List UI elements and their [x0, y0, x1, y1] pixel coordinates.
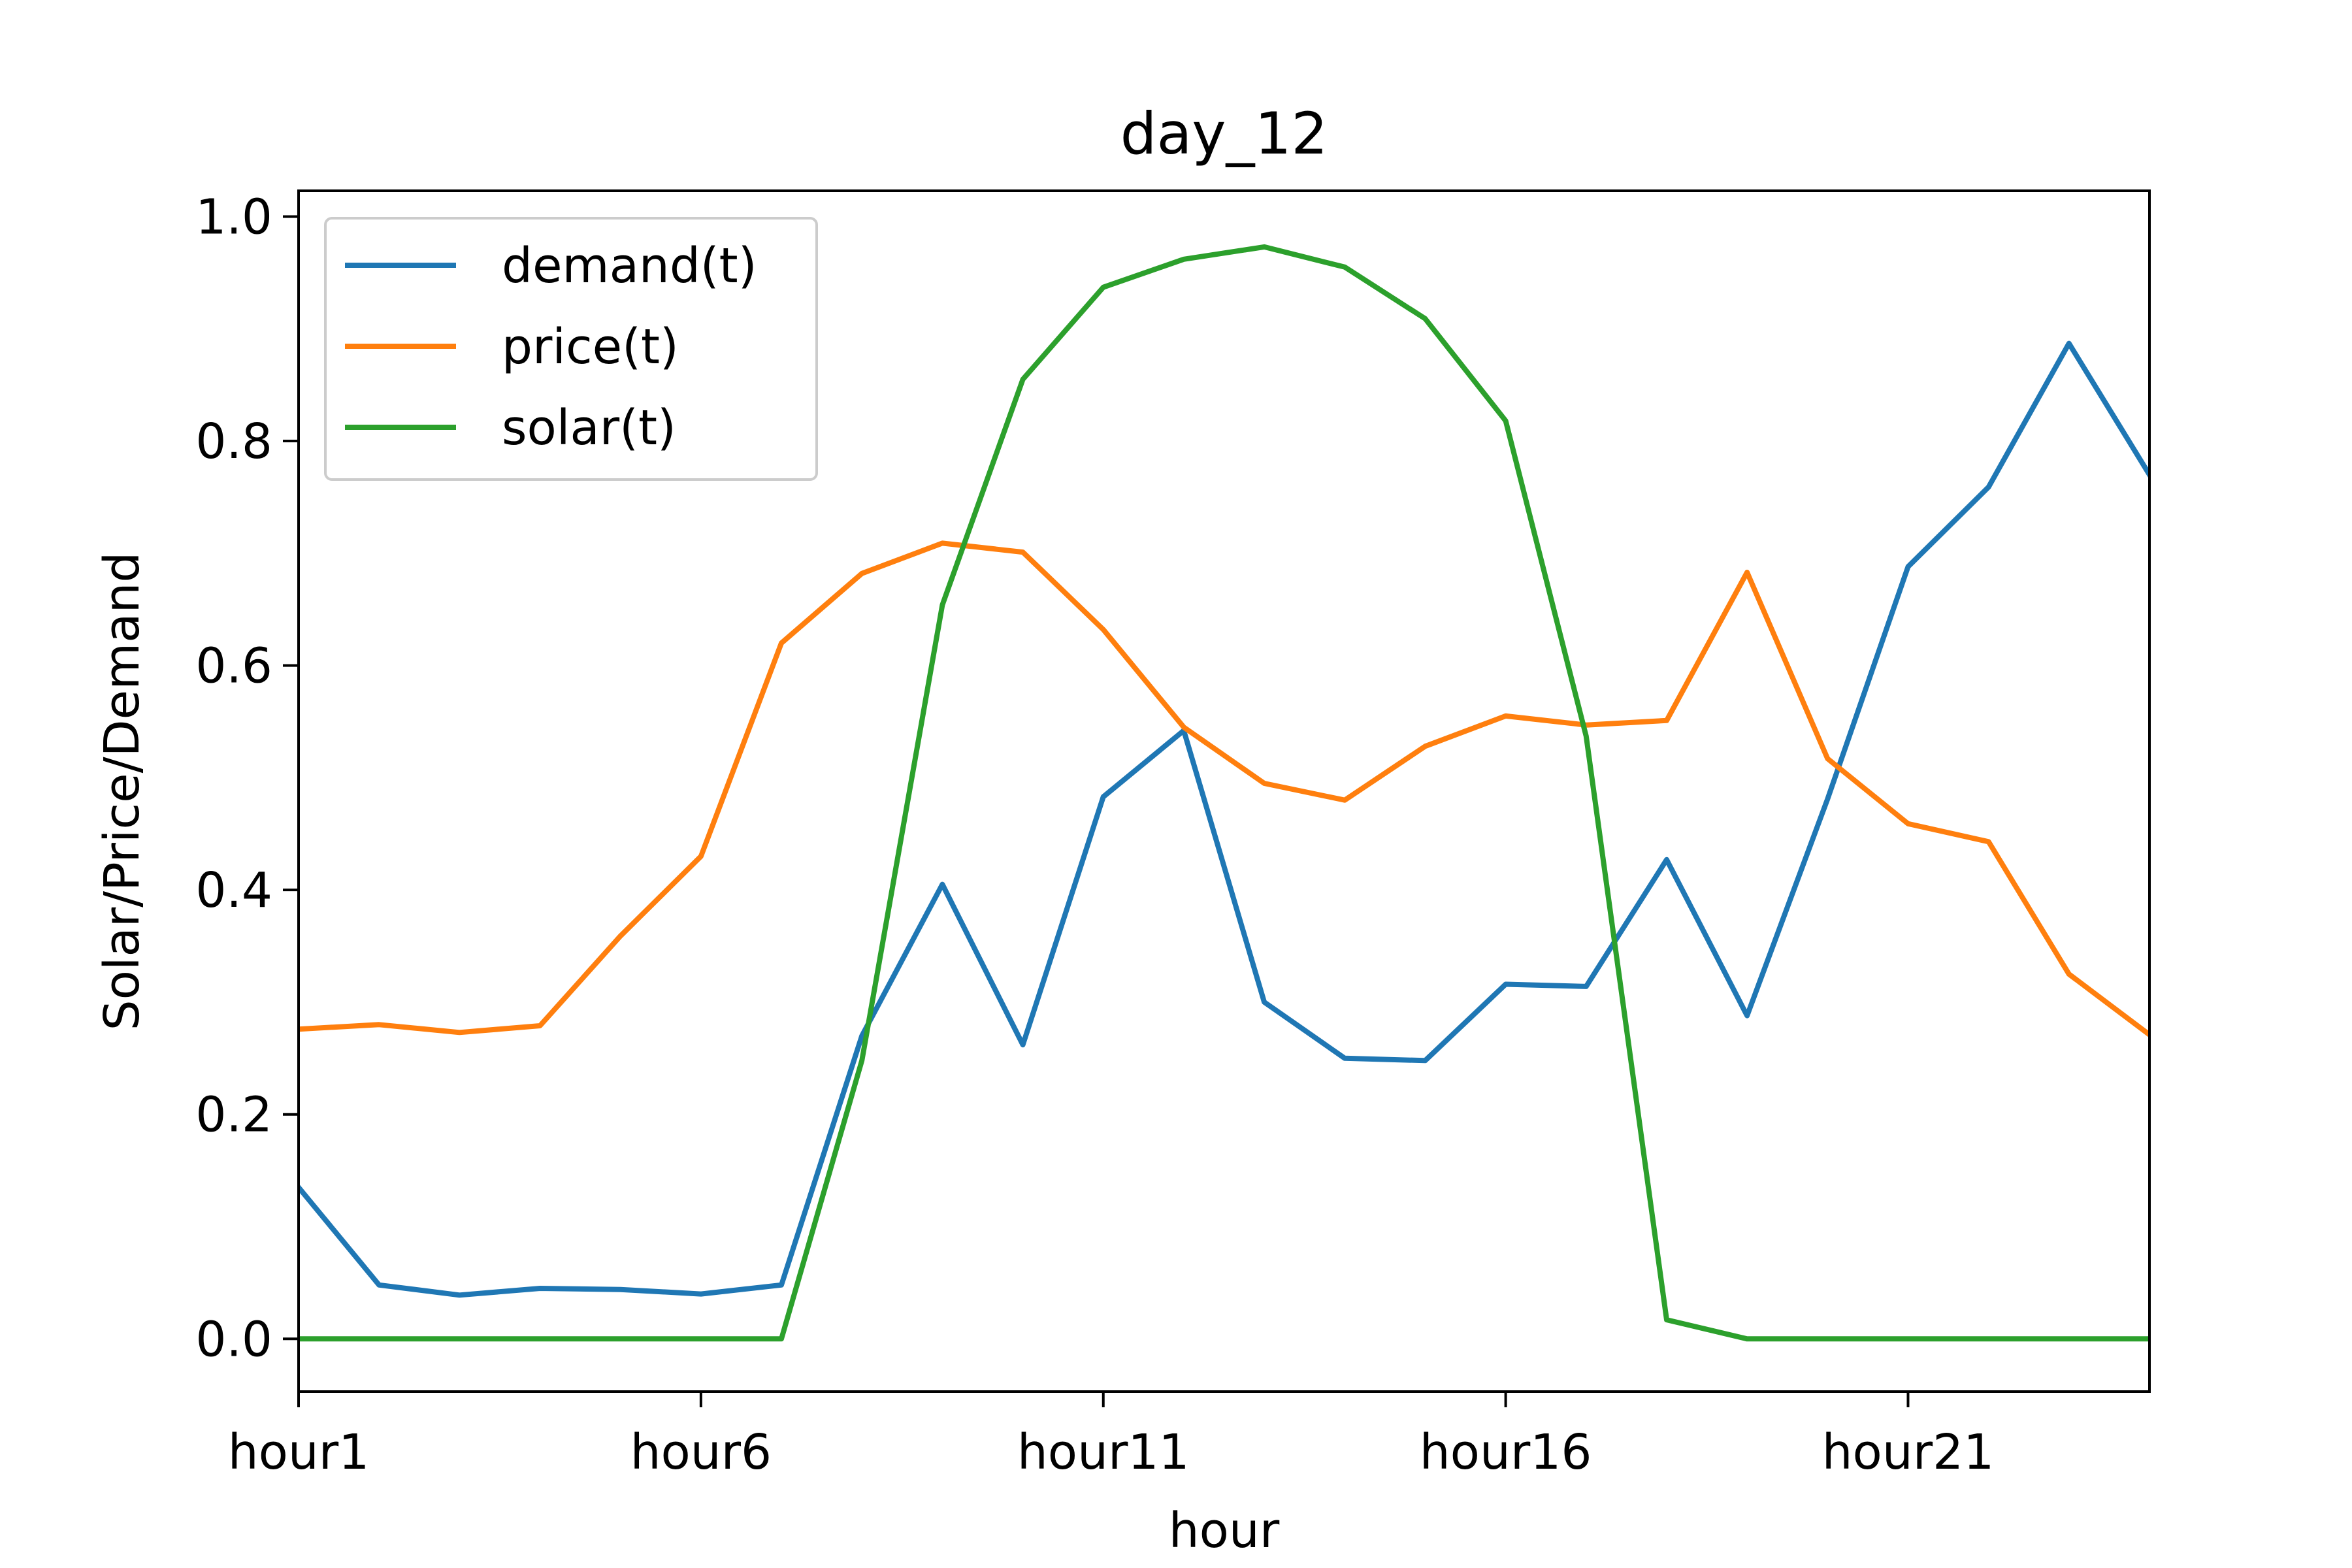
x-tick-label: hour6: [630, 1424, 772, 1480]
x-tick-label: hour21: [1822, 1424, 1995, 1480]
ticks-layer: 0.0 0.2 0.4 0.6 0.8 1.0 hour1 hour6 hour11 hour16…: [195, 189, 1994, 1480]
legend-box: [324, 217, 818, 481]
y-tick-label: 0.0: [195, 1311, 272, 1367]
series-line-price-t: [299, 540, 2149, 1038]
y-axis-label: Solar/Price/Demand: [94, 552, 150, 1031]
series-line-solar-t: [299, 244, 2149, 1342]
series-layer: [299, 244, 2149, 1342]
y-tick-label: 1.0: [195, 189, 272, 246]
x-tick-label: hour1: [228, 1424, 370, 1480]
y-tick-label: 0.6: [195, 638, 272, 694]
x-tick-label: hour11: [1017, 1424, 1190, 1480]
plot-area-frame: [297, 189, 2151, 1393]
y-tick-label: 0.2: [195, 1087, 272, 1143]
legend: demand(t) price(t) solar(t): [324, 217, 818, 481]
chart-title: day_12: [1120, 100, 1328, 167]
x-axis-label: hour: [1169, 1503, 1280, 1559]
legend-label-demand-t: demand(t): [502, 238, 757, 294]
y-tick-label: 0.8: [195, 414, 272, 470]
series-line-demand-t: [299, 340, 2149, 1298]
x-tick-label: hour16: [1420, 1424, 1592, 1480]
legend-label-price-t: price(t): [502, 319, 679, 375]
y-tick-label: 0.4: [195, 862, 272, 919]
legend-label-solar-t: solar(t): [502, 400, 676, 456]
